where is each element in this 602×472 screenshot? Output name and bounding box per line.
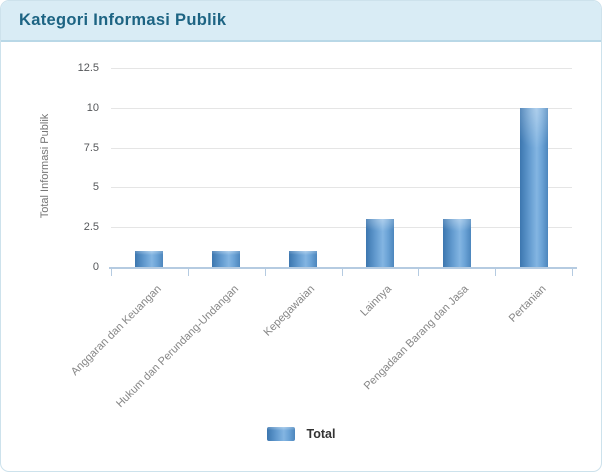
x-axis-category-label: Pertanian xyxy=(506,283,549,325)
x-axis-category-label: Anggaran dan Keuangan xyxy=(68,283,164,378)
y-axis-tick-label: 0 xyxy=(92,261,99,273)
x-axis-tick xyxy=(572,267,573,276)
chart-legend: Total xyxy=(1,427,601,441)
x-axis-tick xyxy=(418,267,420,276)
bar-chart: Total Informasi Publik 0 2.5 5 7.5 10 12.5 Ang… xyxy=(1,44,601,471)
y-axis-tick-label: 5 xyxy=(92,181,99,194)
chart-bar[interactable] xyxy=(289,251,318,267)
chart-bar[interactable] xyxy=(135,251,164,267)
chart-bar[interactable] xyxy=(365,219,394,267)
x-axis-category-label: Hukum dan Perundang-Undangan xyxy=(113,283,241,410)
legend-label-total[interactable]: Total xyxy=(306,427,336,441)
gridline-12.5 xyxy=(111,68,572,69)
gridline-7.5 xyxy=(111,147,572,149)
chart-bar[interactable] xyxy=(519,107,548,267)
x-axis-tick xyxy=(111,267,112,276)
x-axis-tick xyxy=(187,267,189,276)
chart-bar[interactable] xyxy=(442,219,471,267)
legend-swatch-total[interactable] xyxy=(266,427,295,441)
x-axis-category-label: Kepegawaian xyxy=(261,283,318,339)
x-axis-line xyxy=(109,267,577,269)
gridline-2.5 xyxy=(111,227,572,229)
x-axis-tick xyxy=(495,267,497,276)
y-axis-tick-label: 2.5 xyxy=(83,221,99,234)
y-axis-tick-label: 7.5 xyxy=(83,141,99,154)
chart-bar[interactable] xyxy=(212,251,241,267)
chart-title: Kategori Informasi Publik xyxy=(19,11,227,29)
gridline-10 xyxy=(111,107,572,109)
y-axis-title: Total Informasi Publik xyxy=(39,113,51,219)
x-axis-tick xyxy=(264,267,266,276)
y-axis-tick-label: 12.5 xyxy=(77,62,99,74)
gridline-5 xyxy=(111,187,572,189)
x-axis-tick xyxy=(341,267,343,276)
y-axis-tick-label: 10 xyxy=(86,101,99,114)
card-header: Kategori Informasi Publik xyxy=(1,1,601,42)
x-axis-category-label: Lainnya xyxy=(358,283,395,319)
